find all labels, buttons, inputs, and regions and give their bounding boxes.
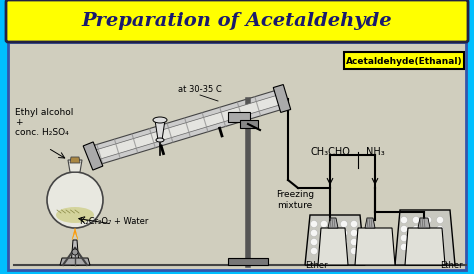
Polygon shape: [91, 94, 283, 161]
Circle shape: [412, 244, 419, 250]
Text: +: +: [15, 118, 22, 127]
FancyBboxPatch shape: [344, 52, 464, 69]
Circle shape: [437, 235, 444, 241]
Text: Ethyl alcohol: Ethyl alcohol: [15, 108, 73, 117]
Polygon shape: [418, 218, 430, 228]
Circle shape: [425, 244, 431, 250]
FancyBboxPatch shape: [228, 112, 250, 122]
Polygon shape: [87, 89, 288, 167]
Text: Ether: Ether: [305, 261, 328, 270]
FancyBboxPatch shape: [240, 120, 258, 128]
Ellipse shape: [56, 207, 94, 223]
Circle shape: [437, 226, 444, 233]
Circle shape: [47, 172, 103, 228]
Circle shape: [350, 230, 357, 236]
Circle shape: [340, 230, 347, 236]
Circle shape: [340, 238, 347, 246]
Circle shape: [412, 235, 419, 241]
Polygon shape: [355, 228, 395, 265]
Ellipse shape: [156, 138, 164, 142]
Polygon shape: [328, 218, 338, 228]
FancyBboxPatch shape: [8, 42, 466, 270]
Polygon shape: [395, 210, 455, 265]
Polygon shape: [70, 157, 80, 163]
Circle shape: [310, 247, 318, 255]
Text: Freezing
mixture: Freezing mixture: [276, 190, 314, 210]
Circle shape: [72, 249, 78, 255]
Text: Acetaldehyde(Ethanal): Acetaldehyde(Ethanal): [346, 58, 462, 67]
Circle shape: [320, 221, 328, 227]
Polygon shape: [273, 85, 291, 112]
Polygon shape: [60, 258, 90, 265]
Circle shape: [401, 244, 408, 250]
Circle shape: [350, 221, 357, 227]
Circle shape: [310, 230, 318, 236]
Circle shape: [350, 238, 357, 246]
Ellipse shape: [153, 117, 167, 123]
Circle shape: [401, 216, 408, 224]
Circle shape: [320, 238, 328, 246]
Circle shape: [401, 235, 408, 241]
Circle shape: [340, 221, 347, 227]
Text: Ether: Ether: [440, 261, 463, 270]
Circle shape: [340, 247, 347, 255]
Circle shape: [330, 221, 337, 227]
Polygon shape: [305, 215, 365, 265]
Text: NH₃: NH₃: [365, 147, 384, 157]
Text: at 30-35 C: at 30-35 C: [178, 85, 222, 94]
Polygon shape: [365, 218, 375, 228]
Circle shape: [330, 238, 337, 246]
Text: CH₃CHO: CH₃CHO: [310, 147, 350, 157]
Polygon shape: [405, 228, 445, 265]
Circle shape: [350, 247, 357, 255]
Polygon shape: [83, 142, 103, 170]
Polygon shape: [155, 120, 165, 140]
Circle shape: [425, 235, 431, 241]
Text: Preparation of Acetaldehyde: Preparation of Acetaldehyde: [82, 12, 392, 30]
FancyBboxPatch shape: [228, 258, 268, 265]
Circle shape: [401, 226, 408, 233]
Circle shape: [320, 230, 328, 236]
Polygon shape: [71, 240, 79, 265]
Polygon shape: [318, 228, 348, 265]
Circle shape: [437, 244, 444, 250]
Polygon shape: [68, 160, 82, 172]
Circle shape: [310, 238, 318, 246]
Circle shape: [425, 216, 431, 224]
Circle shape: [412, 226, 419, 233]
Circle shape: [330, 247, 337, 255]
Circle shape: [310, 221, 318, 227]
Polygon shape: [72, 228, 78, 240]
Circle shape: [320, 247, 328, 255]
Text: conc. H₂SO₄: conc. H₂SO₄: [15, 128, 69, 137]
Circle shape: [437, 216, 444, 224]
Circle shape: [425, 226, 431, 233]
Text: K₂Cr₂O₇ + Water: K₂Cr₂O₇ + Water: [80, 217, 148, 226]
Circle shape: [412, 216, 419, 224]
Circle shape: [330, 230, 337, 236]
FancyBboxPatch shape: [6, 0, 468, 42]
